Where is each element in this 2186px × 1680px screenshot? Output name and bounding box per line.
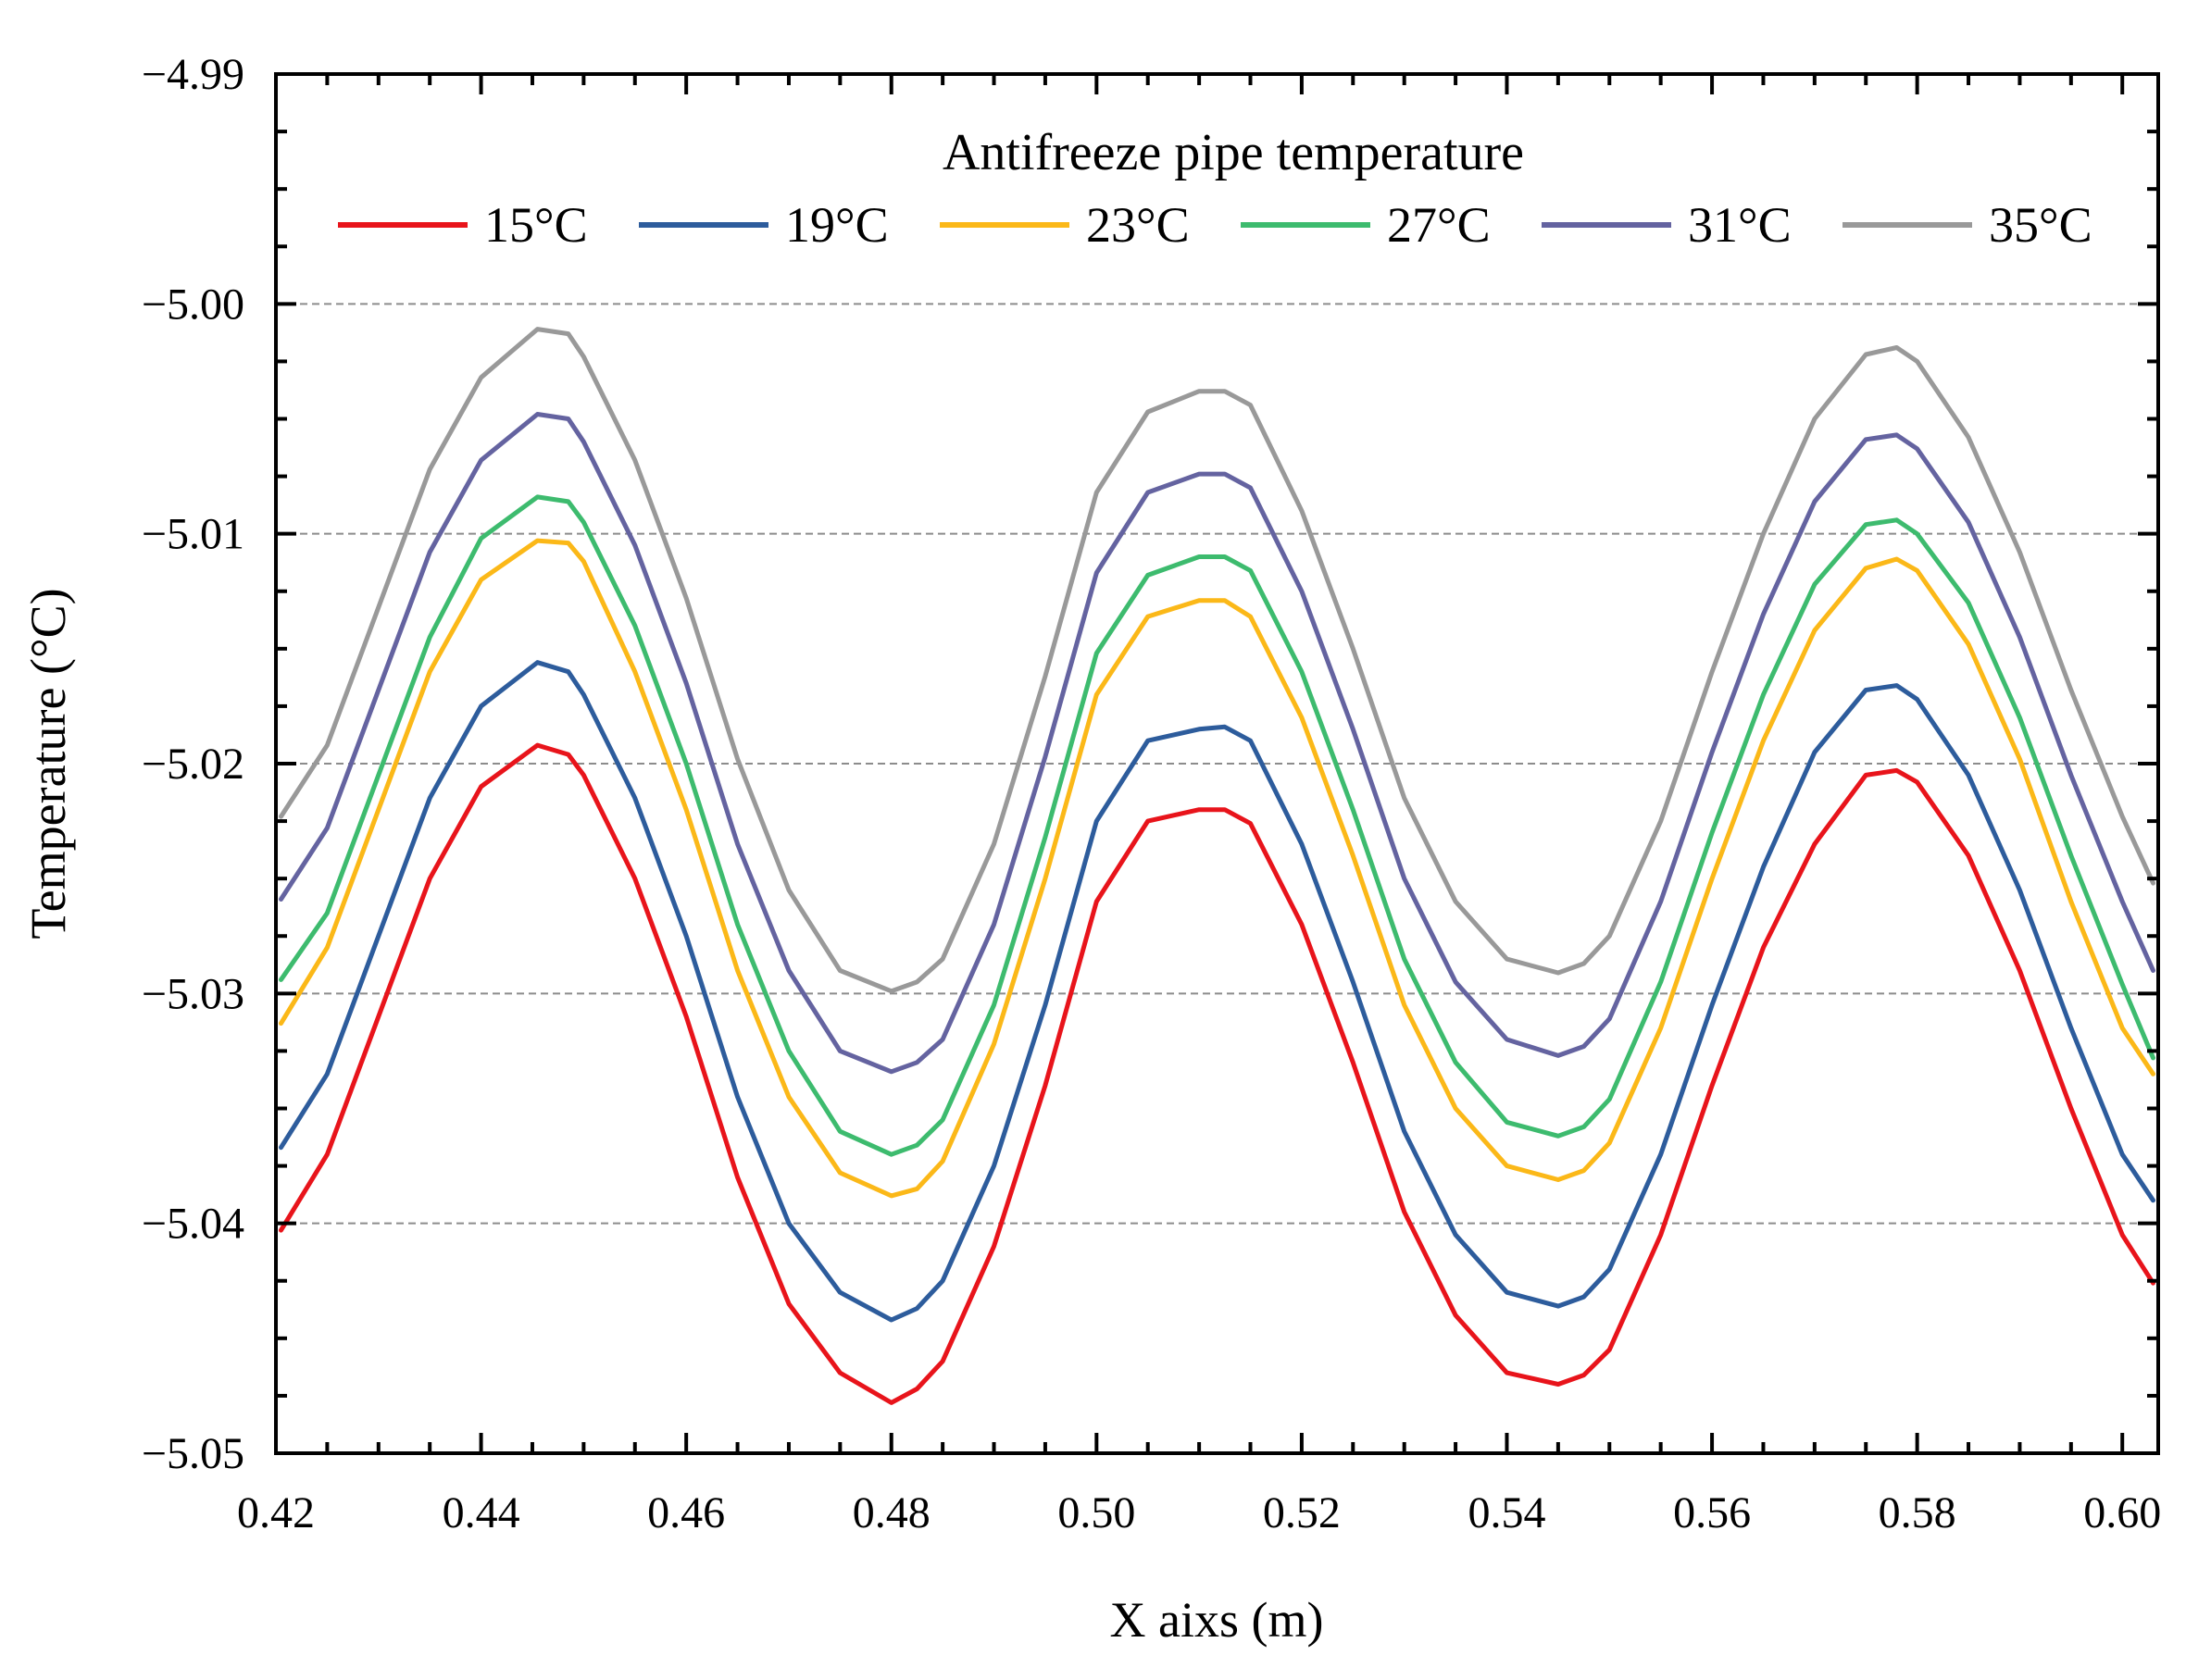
axis-ticks bbox=[274, 72, 2158, 1455]
x-tick-label: 0.50 bbox=[1057, 1488, 1135, 1537]
x-axis-title: X aixs (m) bbox=[1110, 1592, 1324, 1648]
series-line bbox=[279, 494, 2155, 1157]
y-tick-label: −5.05 bbox=[142, 1429, 244, 1478]
x-tick-label: 0.54 bbox=[1468, 1488, 1545, 1537]
legend: Antifreeze pipe temperature 15°C 19°C 23°C… bbox=[338, 124, 2092, 253]
x-tick-label: 0.46 bbox=[647, 1488, 725, 1537]
legend-label: 23°C bbox=[1086, 197, 1190, 253]
legend-title: Antifreeze pipe temperature bbox=[943, 124, 1524, 181]
legend-label: 31°C bbox=[1688, 197, 1792, 253]
x-tick-labels: 0.42 0.44 0.46 0.48 0.50 0.52 0.54 0.56 0.58 0.60 bbox=[237, 1488, 2161, 1537]
x-tick-label: 0.58 bbox=[1879, 1488, 1956, 1537]
legend-label: 35°C bbox=[1989, 197, 2092, 253]
y-tick-label: −5.00 bbox=[142, 280, 244, 329]
x-tick-label: 0.56 bbox=[1673, 1488, 1751, 1537]
x-tick-label: 0.52 bbox=[1263, 1488, 1341, 1537]
y-tick-label: −5.02 bbox=[142, 740, 244, 789]
y-tick-label: −5.01 bbox=[142, 510, 244, 559]
series-line bbox=[279, 538, 2155, 1199]
legend-label: 19°C bbox=[785, 197, 889, 253]
y-axis-title: Temperature (°C) bbox=[20, 588, 76, 939]
legend-items: 15°C 19°C 23°C 27°C 31°C 35°C bbox=[338, 197, 2092, 253]
legend-label: 15°C bbox=[484, 197, 588, 253]
y-tick-label: −4.99 bbox=[142, 50, 244, 99]
y-tick-label: −5.04 bbox=[142, 1200, 244, 1249]
series-line bbox=[279, 327, 2155, 994]
y-tick-label: −5.03 bbox=[142, 969, 244, 1018]
x-tick-label: 0.48 bbox=[853, 1488, 931, 1537]
series-lines bbox=[279, 327, 2155, 1405]
x-tick-label: 0.44 bbox=[443, 1488, 520, 1537]
series-line bbox=[279, 742, 2155, 1405]
x-tick-label: 0.42 bbox=[237, 1488, 315, 1537]
y-tick-labels: −5.05 −5.04 −5.03 −5.02 −5.01 −5.00 −4.99 bbox=[142, 50, 244, 1478]
series-line bbox=[279, 660, 2155, 1323]
x-tick-label: 0.60 bbox=[2083, 1488, 2161, 1537]
series-line bbox=[279, 412, 2155, 1075]
legend-label: 27°C bbox=[1387, 197, 1491, 253]
